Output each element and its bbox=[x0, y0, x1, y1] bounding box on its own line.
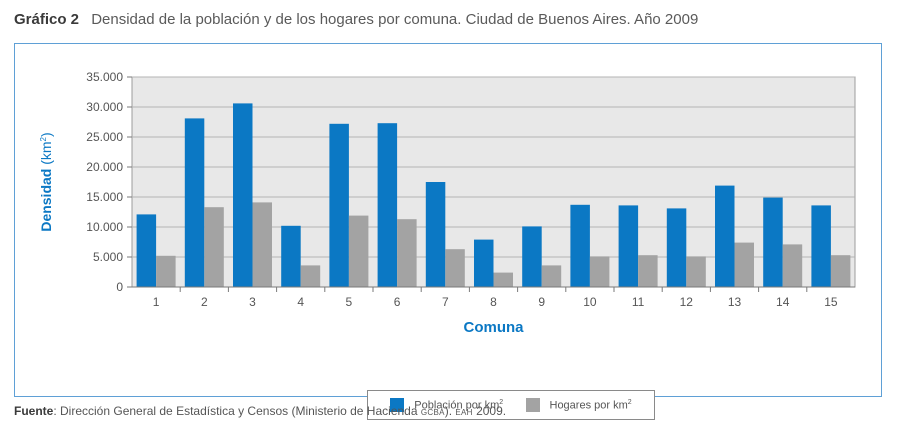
bar-hogares bbox=[348, 215, 369, 287]
bar-poblacion bbox=[618, 205, 639, 287]
bar-poblacion bbox=[329, 123, 349, 287]
legend-item-hogares: Hogares por km2 bbox=[525, 398, 632, 412]
legend-item-poblacion: Población por km2 bbox=[390, 398, 503, 412]
bar-hogares bbox=[397, 219, 417, 287]
bar-poblacion bbox=[184, 118, 205, 288]
bar-hogares bbox=[830, 255, 851, 287]
bar-hogares bbox=[300, 265, 321, 287]
bar-chart: 0 5.000 10.000 15.000 20.000 25.000 30.000 35.0… bbox=[38, 70, 856, 336]
y-tick-label: 5.000 bbox=[93, 250, 123, 264]
bar-poblacion bbox=[811, 205, 831, 287]
bar-poblacion bbox=[233, 103, 253, 288]
y-tick-label: 25.000 bbox=[86, 130, 123, 144]
source-abbr-eah: EAH bbox=[455, 408, 473, 417]
x-tick-label: 15 bbox=[824, 295, 838, 309]
chart-frame: 0 5.000 10.000 15.000 20.000 25.000 30.000 35.0… bbox=[14, 43, 882, 420]
y-axis-title: Densidad (km2) bbox=[38, 132, 54, 231]
bar-hogares bbox=[782, 244, 803, 287]
bar-hogares bbox=[252, 202, 272, 287]
bar-poblacion bbox=[377, 123, 398, 287]
x-tick-label: 8 bbox=[490, 295, 497, 309]
bar-poblacion bbox=[666, 208, 687, 287]
source-label: Fuente bbox=[14, 404, 54, 418]
bar-hogares bbox=[445, 249, 465, 287]
x-tick-label: 12 bbox=[680, 295, 694, 309]
legend-swatch-hogares bbox=[525, 398, 540, 412]
bar-hogares bbox=[734, 242, 754, 287]
x-tick-label: 2 bbox=[201, 295, 208, 309]
x-tick-label: 3 bbox=[249, 295, 256, 309]
bar-poblacion bbox=[522, 226, 542, 287]
legend: Población por km2 Hogares por km2 bbox=[367, 390, 655, 420]
bar-poblacion bbox=[763, 197, 783, 287]
y-tick-label: 0 bbox=[116, 280, 123, 294]
x-tick-label: 6 bbox=[394, 295, 401, 309]
bar-hogares bbox=[493, 272, 513, 287]
bar-hogares bbox=[156, 255, 176, 287]
x-tick-label: 11 bbox=[632, 295, 645, 309]
chart-heading: Gráfico 2 Densidad de la población y de … bbox=[14, 10, 698, 30]
legend-label-poblacion: Población por km2 bbox=[414, 398, 504, 412]
source-text-3: 2009. bbox=[472, 404, 507, 418]
y-tick-label: 20.000 bbox=[86, 160, 123, 174]
x-tick-label: 14 bbox=[776, 295, 790, 309]
legend-swatch-poblacion bbox=[390, 398, 405, 412]
x-tick-label: 10 bbox=[583, 295, 597, 309]
bar-hogares bbox=[541, 265, 562, 287]
bar-poblacion bbox=[281, 225, 301, 287]
source-text: : Dirección General de Estadística y Cen… bbox=[53, 404, 421, 418]
y-axis-unit-close: ) bbox=[38, 132, 54, 137]
x-tick-label: 13 bbox=[728, 295, 742, 309]
bar-hogares bbox=[204, 207, 224, 287]
x-tick-label: 1 bbox=[153, 295, 160, 309]
x-tick-label: 4 bbox=[297, 295, 304, 309]
bar-hogares bbox=[638, 255, 658, 287]
y-tick-label: 10.000 bbox=[86, 220, 123, 234]
x-tick-label: 5 bbox=[346, 295, 353, 309]
y-tick-label: 30.000 bbox=[86, 100, 123, 114]
source-note: Fuente: Dirección General de Estadística… bbox=[14, 404, 506, 418]
bar-hogares bbox=[589, 256, 610, 287]
y-tick-label: 15.000 bbox=[86, 190, 123, 204]
x-tick-label: 7 bbox=[442, 295, 449, 309]
y-tick-label: 35.000 bbox=[86, 70, 123, 84]
bar-poblacion bbox=[136, 214, 157, 287]
y-axis-title-word: Densidad bbox=[38, 165, 54, 232]
bar-poblacion bbox=[570, 204, 590, 287]
y-axis-unit-sup: 2 bbox=[39, 136, 48, 141]
source-abbr-gcba: GCBA bbox=[420, 408, 445, 417]
figure-number: Gráfico 2 bbox=[14, 11, 80, 28]
source-text-2: ). bbox=[444, 404, 456, 418]
bar-poblacion bbox=[474, 239, 494, 287]
bar-poblacion bbox=[425, 182, 446, 287]
x-tick-label: 9 bbox=[538, 295, 545, 309]
chart-title: Densidad de la población y de los hogare… bbox=[91, 11, 699, 28]
y-axis-unit: (km bbox=[38, 141, 54, 164]
x-axis-title: Comuna bbox=[464, 319, 525, 336]
legend-label-hogares: Hogares por km2 bbox=[549, 398, 632, 412]
bar-poblacion bbox=[715, 185, 735, 287]
bar-hogares bbox=[686, 256, 706, 287]
